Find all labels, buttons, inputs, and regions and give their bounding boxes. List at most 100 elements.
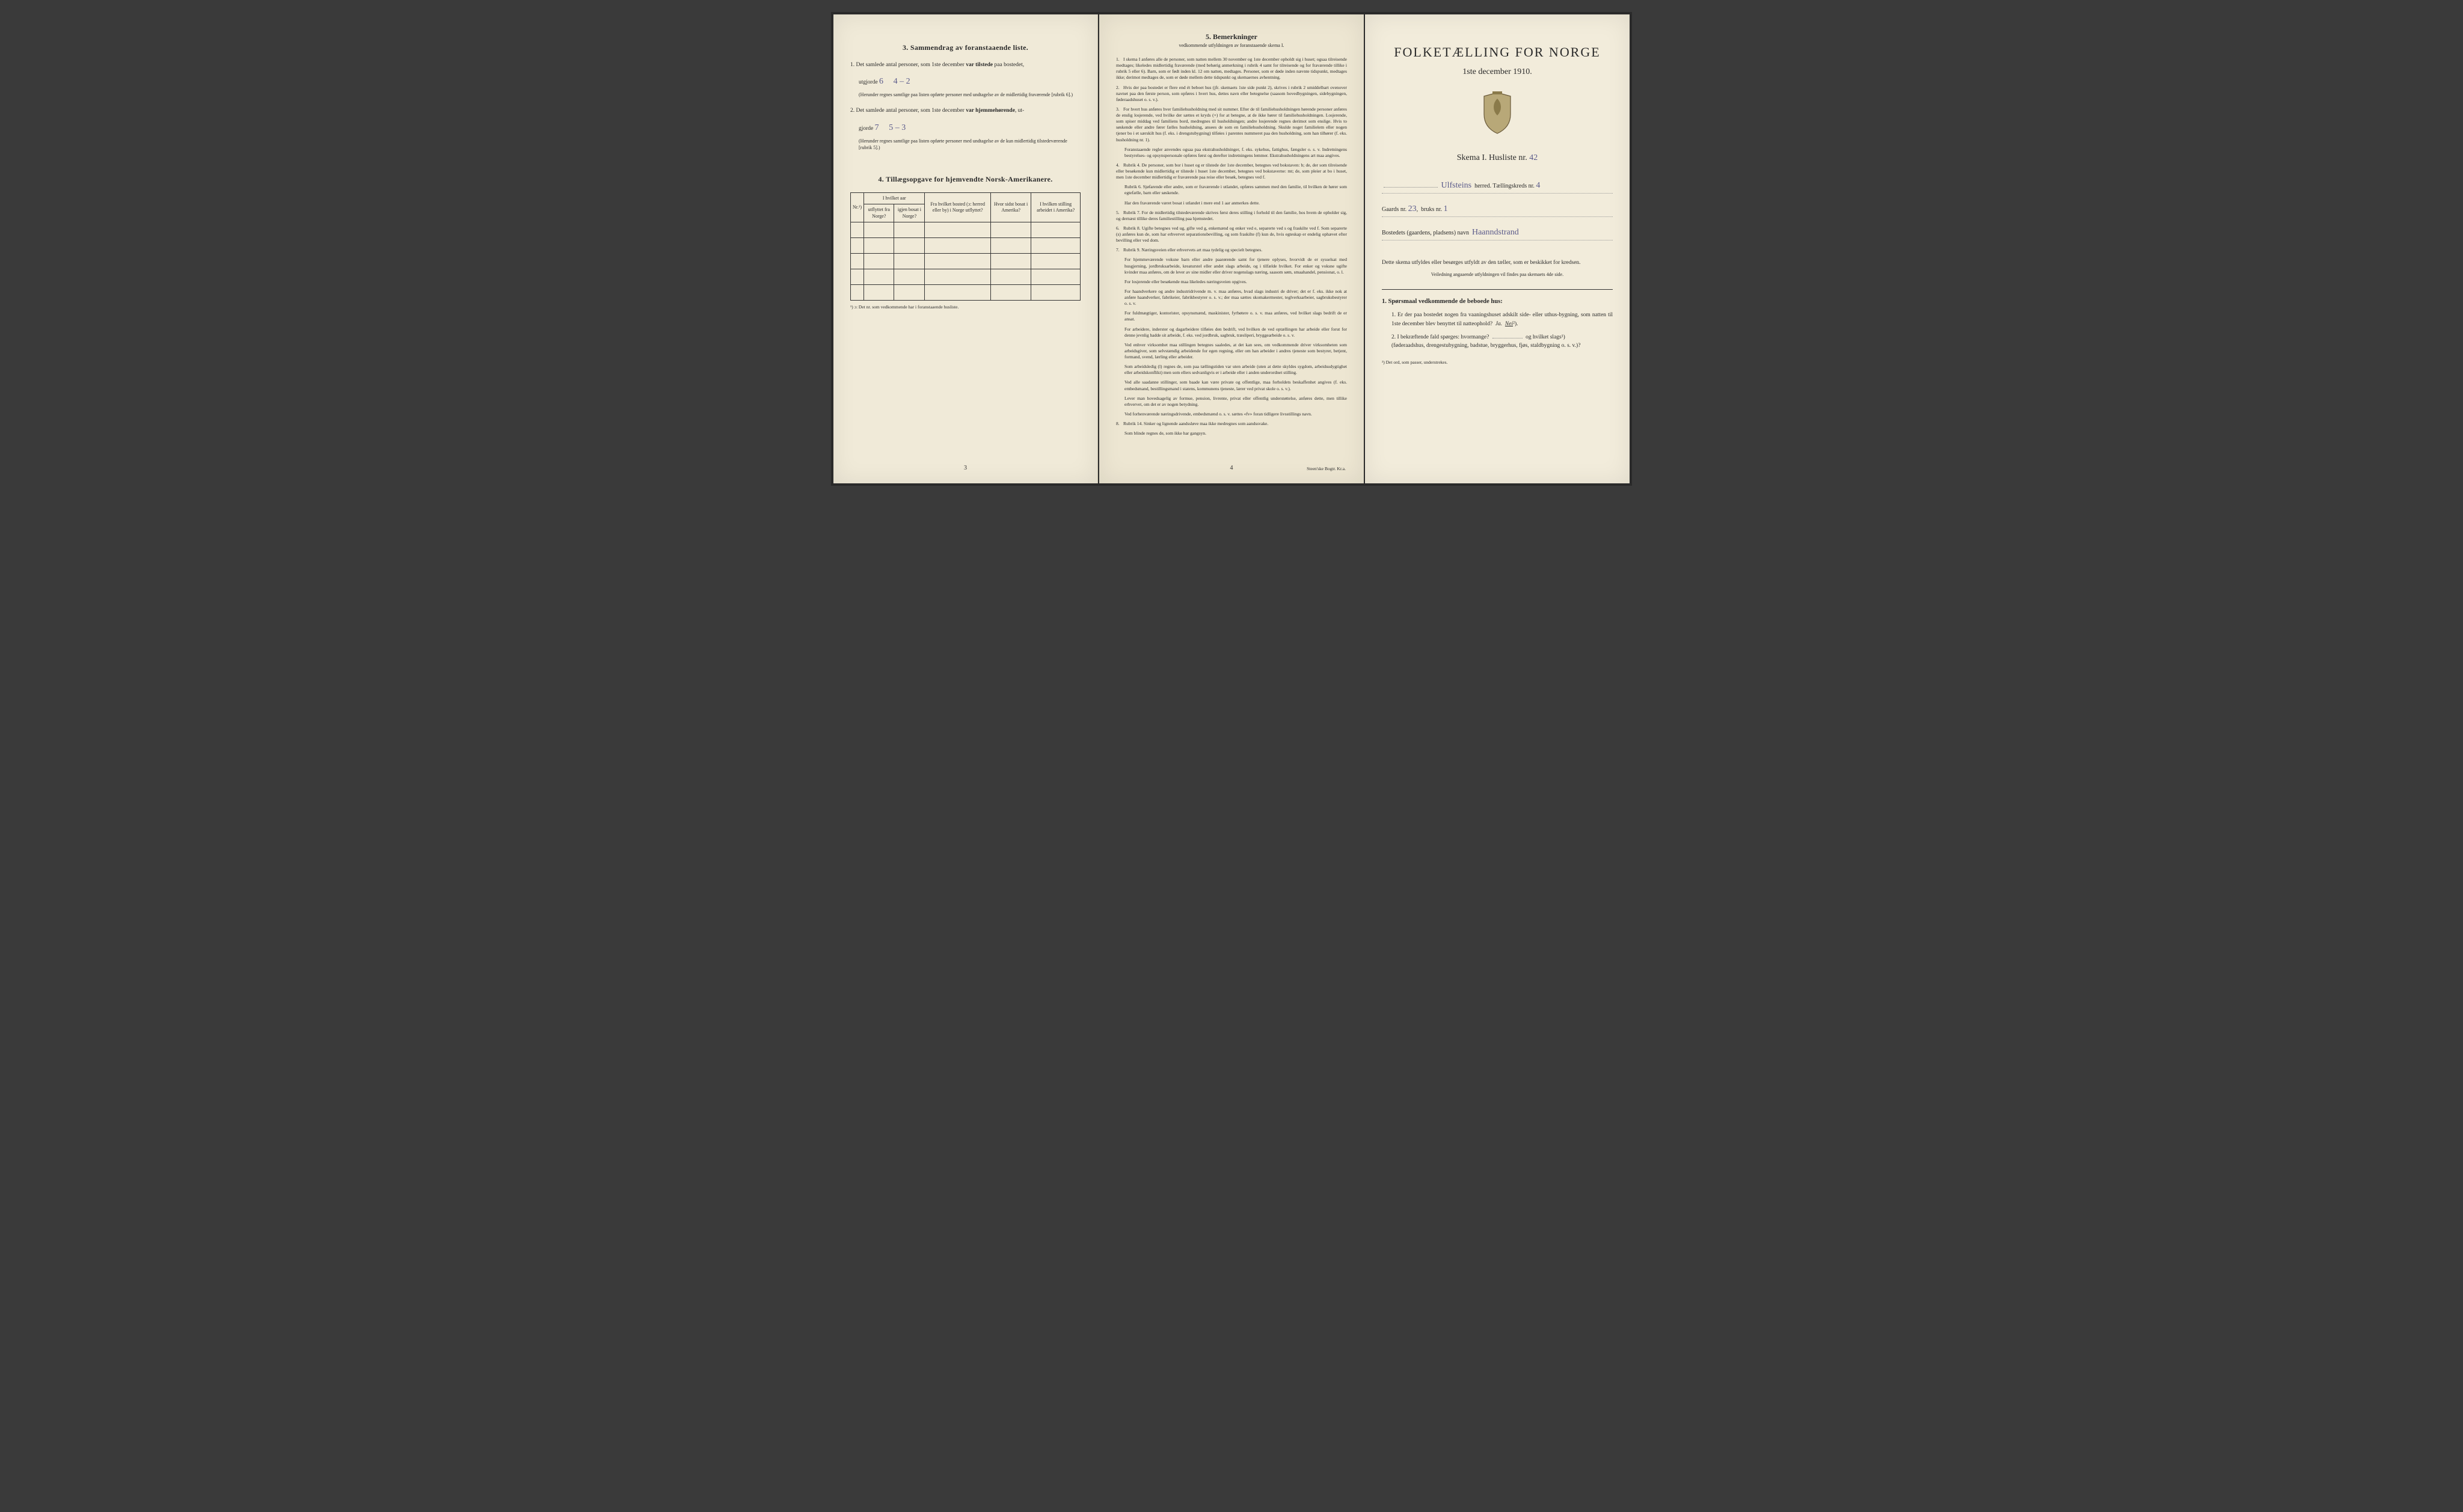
bosted-line: Bostedets (gaardens, pladsens) navn Haan… bbox=[1382, 228, 1613, 240]
footnote-right: ²) Det ord, som passer, understrekes. bbox=[1382, 360, 1613, 365]
herred-name: Ulfsteins bbox=[1441, 181, 1472, 190]
gaard-line: Gaards nr. 23, bruks nr. 1 bbox=[1382, 204, 1613, 217]
herred-line: Ulfsteins herred. Tællingskreds nr. 4 bbox=[1382, 181, 1613, 194]
th-year-out: utflyttet fra Norge? bbox=[864, 204, 894, 222]
table-row bbox=[851, 285, 1081, 301]
remark-4b: Rubrik 6. Sjøfarende eller andre, som er… bbox=[1124, 184, 1347, 196]
table-row bbox=[851, 254, 1081, 269]
herred-label: herred. Tællingskreds nr. bbox=[1474, 183, 1535, 189]
item2-utgjorde: gjorde bbox=[859, 126, 875, 132]
bruks-label: bruks nr. bbox=[1421, 206, 1442, 213]
printer-credit: Steen'ske Bogtr. Kr.a. bbox=[1307, 466, 1346, 471]
item1-suffix: paa bostedet, bbox=[993, 62, 1024, 68]
kreds-number: 4 bbox=[1536, 181, 1540, 190]
th-occupation: I hvilken stilling arbeidet i Amerika? bbox=[1031, 193, 1081, 222]
item1-prefix: 1. Det samlede antal personer, som 1ste … bbox=[850, 62, 966, 68]
question-head: 1. Spørsmaal vedkommende de beboede hus: bbox=[1382, 298, 1613, 305]
skema-line: Skema I. Husliste nr. 42 bbox=[1382, 153, 1613, 163]
remark-7c: For haandverkere og andre industridriven… bbox=[1124, 289, 1347, 307]
remark-5: 5.Rubrik 7. For de midlertidig tilstedev… bbox=[1116, 210, 1347, 222]
remark-4: 4.Rubrik 4. De personer, som bor i huset… bbox=[1116, 162, 1347, 180]
remark-7g: Som arbeidsledig (l) regnes de, som paa … bbox=[1124, 364, 1347, 376]
page-title-page: FOLKETÆLLING FOR NORGE 1ste december 191… bbox=[1365, 14, 1630, 483]
item-1-line2: utgjorde 6 4 – 2 bbox=[859, 75, 1081, 88]
bosted-label: Bostedets (gaardens, pladsens) navn bbox=[1382, 230, 1469, 236]
remark-8-text: Rubrik 14. Sinker og lignende aandssløve… bbox=[1123, 421, 1268, 426]
item1-hand-a: 6 bbox=[879, 77, 883, 86]
remark-2: 2.Hvis der paa bostedet er flere end ét … bbox=[1116, 85, 1347, 103]
remark-4c: Har den fraværende været bosat i utlande… bbox=[1124, 200, 1347, 206]
remark-4-text: Rubrik 4. De personer, som bor i huset o… bbox=[1116, 162, 1347, 180]
remark-1: 1.I skema I anføres alle de personer, so… bbox=[1116, 57, 1347, 81]
remark-7f: Ved enhver virksomhet maa stillingen bet… bbox=[1124, 342, 1347, 360]
q1-nei: Nei bbox=[1505, 321, 1513, 327]
remark-7e: For arbeidere, inderster og dagarbeidere… bbox=[1124, 326, 1347, 338]
remark-7-text: Rubrik 9. Næringsveien eller erhvervets … bbox=[1123, 247, 1262, 253]
page-4: 5. Bemerkninger vedkommende utfyldningen… bbox=[1099, 14, 1364, 483]
bruks-number: 1 bbox=[1444, 204, 1448, 213]
item2-hand-a: 7 bbox=[875, 123, 879, 132]
th-year-back: igjen bosat i Norge? bbox=[894, 204, 925, 222]
q2-suffix: (føderaadshus, drengestubygning, badstue… bbox=[1391, 343, 1580, 349]
q1-ja: Ja. bbox=[1495, 321, 1502, 327]
th-from: Fra hvilket bosted (ɔ: herred eller by) … bbox=[925, 193, 991, 222]
document-spread: 3. Sammendrag av foranstaaende liste. 1.… bbox=[831, 12, 1632, 486]
gaard-number: 23 bbox=[1408, 204, 1417, 213]
remark-7j: Ved forhenværende næringsdrivende, embed… bbox=[1124, 411, 1347, 417]
remark-3-text: For hvert hus anføres hver familiehushol… bbox=[1116, 106, 1347, 142]
item1-note: (Herunder regnes samtlige paa listen opf… bbox=[859, 91, 1081, 98]
remark-7d: For fuldmægtiger, kontorister, opsynsmæn… bbox=[1124, 310, 1347, 322]
section-5-subtitle: vedkommende utfyldningen av foranstaaend… bbox=[1116, 43, 1347, 48]
item1-bold: var tilstede bbox=[966, 62, 993, 68]
page-number-4: 4 bbox=[1230, 465, 1233, 471]
table-row bbox=[851, 269, 1081, 285]
table-row bbox=[851, 222, 1081, 238]
page-3: 3. Sammendrag av foranstaaende liste. 1.… bbox=[833, 14, 1098, 483]
item1-utgjorde: utgjorde bbox=[859, 79, 879, 85]
remark-3b: Foranstaaende regler anvendes ogsaa paa … bbox=[1124, 147, 1347, 159]
gaard-label: Gaards nr. bbox=[1382, 206, 1406, 213]
item2-suffix: , ut- bbox=[1015, 108, 1024, 114]
remark-8: 8.Rubrik 14. Sinker og lignende aandsslø… bbox=[1116, 421, 1347, 427]
main-title: FOLKETÆLLING FOR NORGE bbox=[1382, 44, 1613, 60]
instruction-sub: Veiledning angaaende utfyldningen vil fi… bbox=[1382, 272, 1613, 277]
item1-hand-b: 4 – 2 bbox=[894, 77, 910, 86]
item-1: 1. Det samlede antal personer, som 1ste … bbox=[850, 61, 1081, 69]
section-4-title: 4. Tillægsopgave for hjemvendte Norsk-Am… bbox=[850, 175, 1081, 184]
th-nr: Nr.¹) bbox=[851, 193, 864, 222]
item-2: 2. Det samlede antal personer, som 1ste … bbox=[850, 106, 1081, 115]
q1-sup: ²). bbox=[1513, 321, 1518, 327]
divider bbox=[1382, 289, 1613, 290]
remark-1-text: I skema I anføres alle de personer, som … bbox=[1116, 57, 1347, 80]
remark-7: 7.Rubrik 9. Næringsveien eller erhvervet… bbox=[1116, 247, 1347, 253]
table-emigrants: Nr.¹) I hvilket aar Fra hvilket bosted (… bbox=[850, 192, 1081, 301]
q2-text: 2. I bekræftende fald spørges: hvormange… bbox=[1391, 334, 1489, 340]
item2-bold: var hjemmehørende bbox=[966, 108, 1015, 114]
remark-7i: Lever man hovedsagelig av formue, pensio… bbox=[1124, 396, 1347, 408]
q2-mid: og hvilket slags¹) bbox=[1526, 334, 1565, 340]
main-date: 1ste december 1910. bbox=[1382, 67, 1613, 77]
page-number-3: 3 bbox=[964, 465, 967, 471]
item2-prefix: 2. Det samlede antal personer, som 1ste … bbox=[850, 108, 966, 114]
footnote-left: ¹) ɔ: Det nr. som vedkommende har i fora… bbox=[850, 304, 1081, 310]
section-5-title: 5. Bemerkninger bbox=[1116, 32, 1347, 41]
table-row bbox=[851, 238, 1081, 254]
question-2: 2. I bekræftende fald spørges: hvormange… bbox=[1391, 333, 1613, 350]
remark-7b: For losjerende eller besøkende maa likel… bbox=[1124, 279, 1347, 285]
remark-3: 3.For hvert hus anføres hver familiehush… bbox=[1116, 106, 1347, 143]
instruction: Dette skema utfyldes eller besørges utfy… bbox=[1382, 259, 1613, 267]
q1-text: 1. Er der paa bostedet nogen fra vaaning… bbox=[1391, 312, 1613, 326]
remark-6: 6.Rubrik 8. Ugifte betegnes ved ug, gift… bbox=[1116, 225, 1347, 243]
remark-7a: For hjemmeværende voksne barn eller andr… bbox=[1124, 257, 1347, 275]
remark-5-text: Rubrik 7. For de midlertidig tilstedevær… bbox=[1116, 210, 1347, 221]
coat-of-arms-icon bbox=[1382, 91, 1613, 136]
remark-8b: Som blinde regnes de, som ikke har gangs… bbox=[1124, 430, 1347, 436]
section-3-title: 3. Sammendrag av foranstaaende liste. bbox=[850, 43, 1081, 52]
item2-hand-b: 5 – 3 bbox=[889, 123, 906, 132]
skema-number: 42 bbox=[1529, 153, 1538, 162]
remark-7h: Ved alle saadanne stillinger, som baade … bbox=[1124, 379, 1347, 391]
item-2-line2: gjorde 7 5 – 3 bbox=[859, 121, 1081, 134]
item2-note: (Herunder regnes samtlige paa listen opf… bbox=[859, 138, 1081, 151]
th-year-top: I hvilket aar bbox=[864, 193, 925, 204]
th-where: Hvor sidst bosat i Amerika? bbox=[990, 193, 1031, 222]
